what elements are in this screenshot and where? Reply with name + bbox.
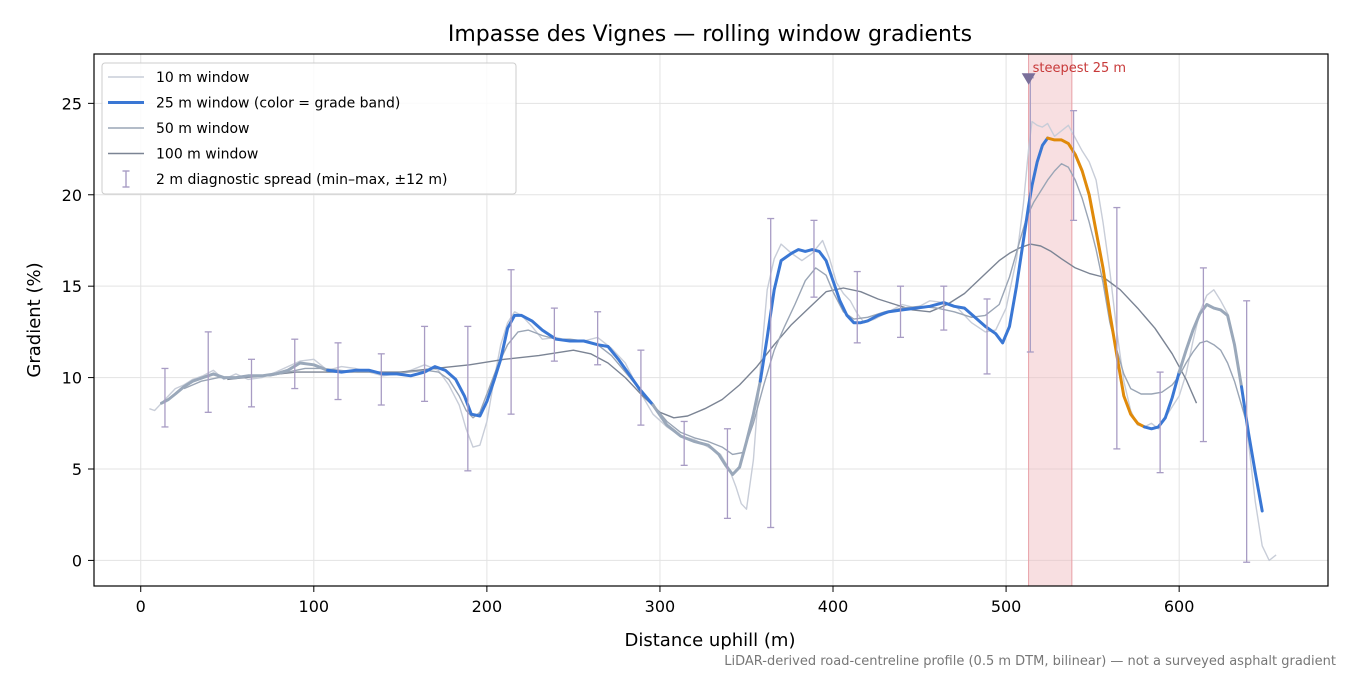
grid-lines bbox=[94, 54, 1328, 586]
legend-box bbox=[101, 62, 517, 195]
x-tick-label: 0 bbox=[136, 597, 146, 616]
error-bar bbox=[767, 217, 775, 529]
series-line-25m-main bbox=[1143, 370, 1181, 431]
error-bar bbox=[550, 307, 558, 362]
error-bar bbox=[940, 285, 948, 331]
annotations: steepest 25 m bbox=[1021, 61, 1126, 85]
y-tick-label: 20 bbox=[62, 186, 82, 205]
x-tick-label: 400 bbox=[818, 597, 849, 616]
error-bar bbox=[1113, 206, 1121, 450]
y-tick-label: 25 bbox=[62, 94, 82, 113]
legend-item-w10: 10 m window bbox=[108, 70, 249, 86]
steepest-band bbox=[1028, 53, 1073, 587]
error-bar bbox=[680, 420, 688, 466]
y-tick-label: 15 bbox=[62, 277, 82, 296]
legend-item-w25: 25 m window (color = grade band) bbox=[108, 96, 400, 112]
legend: 10 m window 25 m window (color = grade ba… bbox=[101, 62, 517, 195]
error-bar bbox=[983, 298, 991, 375]
error-bars bbox=[161, 77, 1251, 563]
x-tick-label: 500 bbox=[991, 597, 1022, 616]
y-tick-label: 10 bbox=[62, 369, 82, 388]
error-bar bbox=[1199, 267, 1207, 443]
x-tick-label: 200 bbox=[472, 597, 503, 616]
legend-label: 10 m window bbox=[156, 70, 249, 86]
series-line-25m-alt bbox=[651, 379, 762, 476]
plot-frame bbox=[93, 53, 1329, 587]
series-line-25m-steep bbox=[1046, 136, 1146, 429]
y-tick-label: 0 bbox=[72, 551, 82, 570]
error-bar bbox=[204, 331, 212, 413]
error-bar bbox=[897, 285, 905, 339]
legend-label: 2 m diagnostic spread (min–max, ±12 m) bbox=[156, 172, 447, 188]
error-bar bbox=[161, 367, 169, 428]
error-bar bbox=[1070, 110, 1078, 222]
error-bar bbox=[507, 269, 515, 415]
error-bar bbox=[594, 311, 602, 366]
footnote: LiDAR-derived road-centreline profile (0… bbox=[724, 654, 1336, 669]
legend-label: 50 m window bbox=[156, 121, 249, 137]
legend-item-err: 2 m diagnostic spread (min–max, ±12 m) bbox=[122, 170, 447, 188]
chart-title: Impasse des Vignes — rolling window grad… bbox=[448, 22, 972, 47]
series-line-25m-alt bbox=[160, 361, 330, 405]
axis-ticks: 0 100 200 300 400 500 600 0 5 10 15 20 25 bbox=[62, 94, 1195, 616]
legend-item-w100: 100 m window bbox=[108, 147, 258, 163]
series-line-25m-main bbox=[1240, 385, 1264, 513]
error-bar bbox=[291, 338, 299, 390]
series-line-50m bbox=[183, 162, 1250, 456]
error-bar bbox=[334, 342, 342, 401]
x-tick-label: 300 bbox=[645, 597, 676, 616]
series-lines bbox=[149, 120, 1277, 562]
series-line-100m bbox=[227, 243, 1198, 419]
y-tick-label: 5 bbox=[72, 460, 82, 479]
steepest-highlight bbox=[1028, 53, 1073, 587]
error-bar bbox=[377, 353, 385, 406]
error-bar bbox=[464, 325, 472, 472]
error-bar bbox=[637, 349, 645, 426]
x-tick-label: 100 bbox=[299, 597, 330, 616]
legend-label: 25 m window (color = grade band) bbox=[156, 96, 400, 112]
error-bar bbox=[853, 270, 861, 344]
x-axis-label: Distance uphill (m) bbox=[625, 630, 796, 651]
series-line-25m-alt bbox=[1177, 303, 1243, 389]
y-axis-label: Gradient (%) bbox=[24, 262, 45, 377]
error-bar bbox=[1243, 300, 1251, 563]
legend-item-w50: 50 m window bbox=[108, 121, 249, 137]
legend-label: 100 m window bbox=[156, 147, 258, 163]
error-bar bbox=[810, 219, 818, 298]
series-line-25m-main bbox=[758, 136, 1050, 383]
steepest-marker bbox=[1021, 73, 1036, 85]
error-bar bbox=[723, 428, 731, 520]
error-bar bbox=[1156, 371, 1164, 474]
x-tick-label: 600 bbox=[1164, 597, 1195, 616]
steepest-label: steepest 25 m bbox=[1033, 61, 1126, 76]
error-bar bbox=[421, 325, 429, 403]
error-bar bbox=[247, 358, 255, 408]
